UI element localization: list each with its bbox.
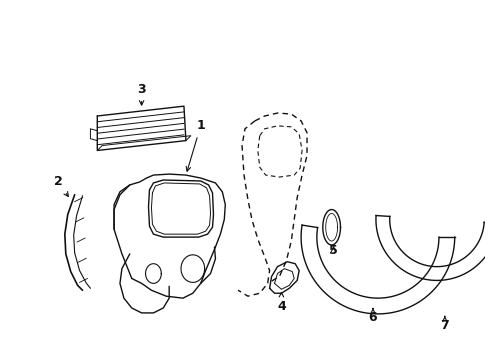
Text: 5: 5 [328, 244, 337, 257]
Text: 6: 6 [368, 309, 377, 324]
Text: 3: 3 [137, 83, 145, 105]
Text: 2: 2 [54, 175, 68, 197]
Text: 7: 7 [440, 316, 448, 332]
Text: 4: 4 [277, 292, 285, 312]
Text: 1: 1 [186, 120, 204, 171]
